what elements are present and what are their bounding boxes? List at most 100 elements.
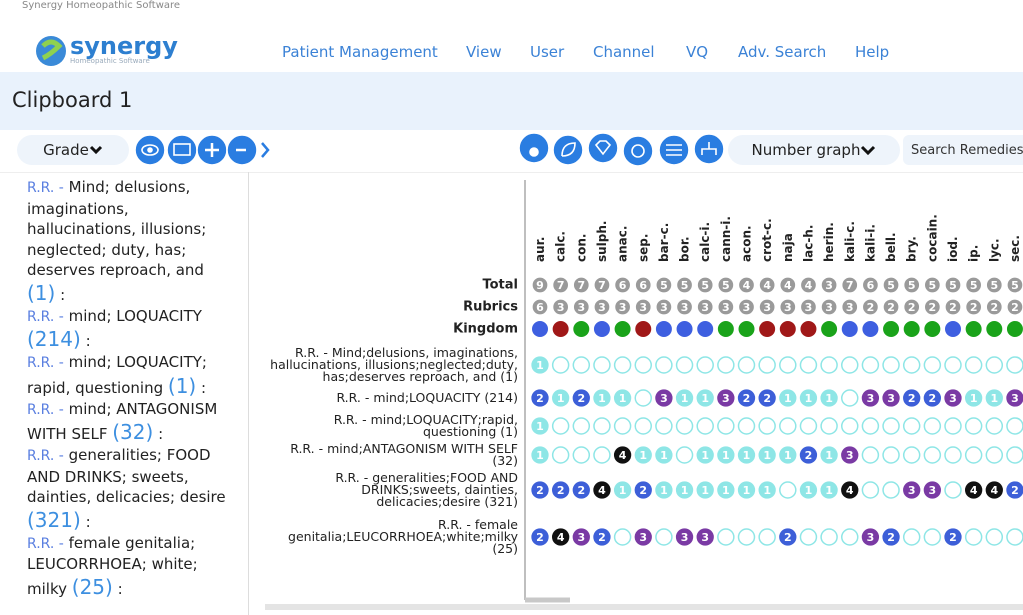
grade-circle[interactable] [799, 356, 818, 374]
grade-circle[interactable] [985, 417, 1004, 435]
remedy-name[interactable]: calc-i. [698, 222, 712, 262]
remedy-name[interactable]: kali-c. [843, 221, 857, 262]
remedy-name[interactable]: con. [574, 234, 588, 262]
grade-circle[interactable] [964, 417, 983, 435]
grade-circle[interactable] [696, 356, 714, 374]
grade-circle[interactable] [820, 417, 838, 435]
grade-circle[interactable] [551, 446, 570, 464]
grade-circle[interactable] [841, 389, 859, 407]
grade-circle[interactable] [717, 356, 735, 374]
grade-circle[interactable] [882, 356, 900, 374]
grade-circle[interactable] [675, 356, 694, 374]
grade-circle[interactable] [882, 481, 900, 499]
grade-circle[interactable] [820, 356, 838, 374]
remedy-name[interactable]: cann-i. [719, 216, 733, 262]
grade-circle[interactable] [861, 446, 880, 464]
grade-circle[interactable] [985, 528, 1004, 546]
grade-circle[interactable] [985, 446, 1004, 464]
grade-circle[interactable] [717, 417, 735, 435]
grade-circle[interactable] [593, 356, 611, 374]
grade-circle[interactable] [675, 417, 694, 435]
grade-circle[interactable] [655, 356, 673, 374]
remedy-name[interactable]: crot-c. [760, 218, 774, 262]
rubric-item[interactable]: R.R. - mind; LOQUACITY (214) : [27, 306, 232, 353]
remedy-name[interactable]: sulph. [595, 221, 609, 263]
remedy-name[interactable]: naja [781, 233, 795, 262]
grade-circle[interactable] [779, 417, 797, 435]
remedy-name[interactable]: acon. [740, 225, 754, 262]
grade-circle[interactable] [634, 417, 652, 435]
rubric-item[interactable]: R.R. - generalities; FOOD AND DRINKS; sw… [27, 445, 232, 533]
grade-circle[interactable] [799, 528, 818, 546]
grade-circle[interactable] [572, 446, 591, 464]
nav-item[interactable]: Adv. Search [738, 43, 827, 61]
grade-circle[interactable] [717, 528, 735, 546]
grade-circle[interactable] [758, 528, 776, 546]
grade-circle[interactable] [882, 417, 900, 435]
search-input[interactable]: Search Remedies [903, 135, 1023, 165]
grade-circle[interactable] [655, 528, 673, 546]
grade-circle[interactable] [820, 528, 838, 546]
grade-circle[interactable] [613, 417, 632, 435]
remedy-name[interactable]: calc. [554, 231, 568, 262]
grade-circle[interactable] [841, 356, 859, 374]
remedy-name[interactable]: bor. [678, 236, 692, 262]
remedy-name[interactable]: ip. [967, 245, 981, 262]
grade-circle[interactable] [841, 528, 859, 546]
rubric-item[interactable]: R.R. - mind; ANTAGONISM WITH SELF (32) : [27, 399, 232, 446]
nav-item[interactable]: VQ [686, 43, 709, 61]
grade-circle[interactable] [1006, 356, 1023, 374]
remedy-name[interactable]: bell. [884, 232, 898, 262]
remedy-name[interactable]: lac-h. [801, 225, 815, 262]
remedy-name[interactable]: lyc. [987, 238, 1001, 262]
grade-circle[interactable] [737, 528, 756, 546]
grade-circle[interactable] [861, 481, 880, 499]
grade-circle[interactable] [964, 446, 983, 464]
grade-circle[interactable] [964, 356, 983, 374]
grade-circle[interactable] [923, 417, 942, 435]
grade-circle[interactable] [613, 528, 632, 546]
grade-circle[interactable] [551, 417, 570, 435]
remedy-name[interactable]: herin. [822, 222, 836, 262]
grade-circle[interactable] [737, 356, 756, 374]
graph-mode-dropdown[interactable]: Number graph [728, 135, 900, 165]
logo[interactable]: synergy [70, 32, 178, 60]
grade-circle[interactable] [634, 389, 652, 407]
grade-circle[interactable] [551, 356, 570, 374]
grade-circle[interactable] [779, 481, 797, 499]
mineral-button[interactable] [587, 132, 619, 164]
grade-circle[interactable] [964, 528, 983, 546]
grade-circle[interactable] [675, 446, 694, 464]
grade-circle[interactable] [572, 417, 591, 435]
remedy-name[interactable]: sec. [1008, 235, 1022, 262]
grade-circle[interactable] [944, 481, 962, 499]
nav-item[interactable]: Channel [593, 43, 655, 61]
refresh-button[interactable] [622, 135, 654, 167]
grade-circle[interactable] [902, 356, 921, 374]
grade-circle[interactable] [779, 356, 797, 374]
grade-circle[interactable] [985, 356, 1004, 374]
nav-item[interactable]: View [466, 43, 502, 61]
grade-circle[interactable] [1006, 446, 1023, 464]
remedy-name[interactable]: bry. [905, 236, 919, 262]
grade-circle[interactable] [861, 417, 880, 435]
grade-circle[interactable] [593, 417, 611, 435]
nav-item[interactable]: Patient Management [282, 43, 438, 61]
grade-circle[interactable] [944, 356, 962, 374]
grade-circle[interactable] [902, 417, 921, 435]
remedy-name[interactable]: cocain. [925, 214, 939, 262]
nav-item[interactable]: User [530, 43, 565, 61]
grade-circle[interactable] [1006, 528, 1023, 546]
rubric-item[interactable]: R.R. - female genitalia; LEUCORRHOEA; wh… [27, 533, 232, 600]
nav-item[interactable]: Help [855, 43, 890, 61]
rubric-item[interactable]: R.R. - Mind; delusions, imaginations, ha… [27, 177, 232, 306]
grade-circle[interactable] [923, 446, 942, 464]
grade-circle[interactable] [944, 446, 962, 464]
remedy-name[interactable]: anac. [616, 226, 630, 262]
grade-circle[interactable] [655, 417, 673, 435]
grade-dropdown[interactable]: Grade [17, 135, 129, 165]
grade-circle[interactable] [902, 528, 921, 546]
grade-circle[interactable] [799, 417, 818, 435]
grade-circle[interactable] [923, 356, 942, 374]
grade-circle[interactable] [758, 417, 776, 435]
